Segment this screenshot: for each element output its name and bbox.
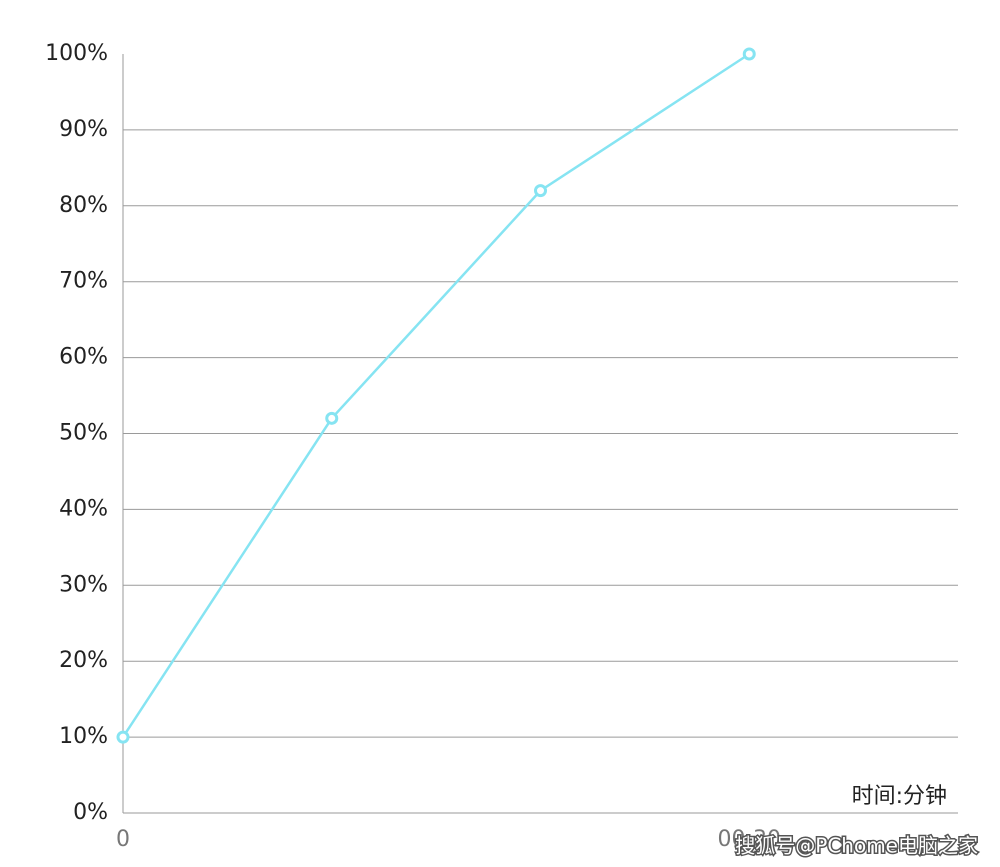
y-tick-label: 60% — [59, 345, 108, 370]
point — [534, 184, 547, 198]
x-tick-label: 00:30 — [718, 827, 781, 852]
y-tick-label: 50% — [59, 421, 108, 446]
y-tick-label: 10% — [59, 724, 108, 749]
point — [116, 730, 130, 744]
watermark: 搜狐号@PChome电脑之家 — [735, 834, 978, 858]
y-tick-label: 0% — [73, 800, 108, 825]
y-tick-label: 80% — [59, 193, 108, 218]
x-tick-label: 0 — [116, 827, 130, 852]
y-tick-label: 100% — [45, 41, 108, 66]
y-tick-label: 30% — [59, 572, 108, 597]
y-tick-label: 40% — [59, 496, 108, 521]
line — [121, 52, 750, 738]
point — [742, 47, 756, 61]
y-tick-label: 90% — [59, 117, 108, 142]
x-axis-annotation: 时间:分钟 — [852, 784, 947, 809]
y-tick-label: 20% — [59, 648, 108, 673]
y-tick-label: 70% — [59, 269, 108, 294]
point — [325, 411, 339, 425]
